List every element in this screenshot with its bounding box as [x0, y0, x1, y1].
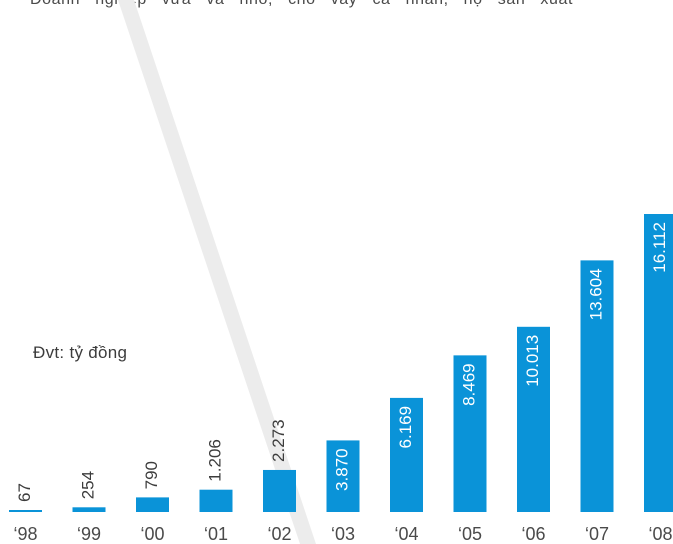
x-tick-label-7: ‘05	[458, 524, 482, 544]
x-tick-label-5: ‘03	[331, 524, 355, 544]
bar-0	[9, 510, 42, 512]
x-tick-label-9: ‘07	[585, 524, 609, 544]
bar-2	[136, 497, 169, 512]
bar-6	[390, 397, 423, 512]
bars-group: 67 ‘98 254 ‘99 790 ‘00 1.206 ‘01 2.273 ‘02 3.870 ‘0…	[9, 214, 673, 544]
x-tick-label-10: ‘08	[648, 524, 672, 544]
x-tick-label-3: ‘01	[204, 524, 228, 544]
bar-9	[580, 260, 614, 512]
decorative-wedge	[118, 0, 316, 544]
x-tick-label-6: ‘04	[394, 524, 418, 544]
data-label-7: 8.469	[459, 363, 478, 406]
data-label-5: 3.870	[332, 448, 351, 491]
bar-3	[199, 489, 233, 512]
bar-10	[644, 214, 673, 512]
bar-7	[453, 355, 487, 512]
x-tick-label-2: ‘00	[140, 524, 164, 544]
x-tick-label-8: ‘06	[521, 524, 545, 544]
x-tick-label-0: ‘98	[13, 524, 37, 544]
data-label-9: 13.604	[586, 268, 605, 320]
data-label-8: 10.013	[523, 335, 542, 387]
header-text: Doanh nghiệp vừa và nhỏ, cho vay cá nhân…	[30, 0, 573, 9]
x-tick-label-4: ‘02	[267, 524, 291, 544]
bar-8	[517, 326, 550, 512]
data-label-1: 254	[78, 471, 97, 499]
bar-1	[72, 507, 106, 512]
data-label-0: 67	[15, 483, 34, 502]
data-label-6: 6.169	[396, 406, 415, 449]
data-label-4: 2.273	[269, 419, 288, 462]
unit-label: Đvt: tỷ đồng	[33, 343, 128, 362]
data-label-10: 16.112	[650, 222, 669, 273]
bar-4	[263, 469, 296, 512]
data-label-2: 790	[142, 461, 161, 489]
data-label-3: 1.206	[205, 439, 224, 482]
x-tick-label-1: ‘99	[77, 524, 101, 544]
bar-5	[326, 440, 360, 512]
